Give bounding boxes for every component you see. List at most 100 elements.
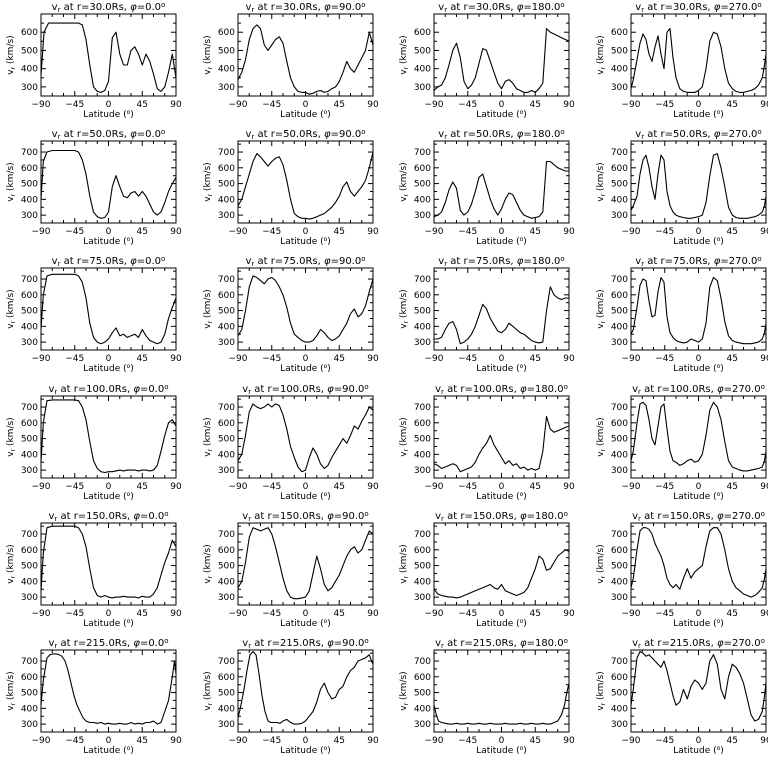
x-axis-label: Latitude (o) xyxy=(83,363,134,374)
subplot-title: vr at r=75.0Rs, φ=180.0o xyxy=(438,255,564,268)
x-tick-label: 45 xyxy=(530,354,541,364)
x-tick-label: 45 xyxy=(727,609,738,619)
x-tick-label: −90 xyxy=(622,354,641,364)
y-tick-label: 500 xyxy=(218,435,235,445)
plot-frame xyxy=(40,649,177,733)
x-tick-label: 0 xyxy=(303,482,309,492)
y-tick-label: 700 xyxy=(611,403,628,413)
y-axis-label: vr (km/s) xyxy=(6,289,17,328)
subplot-title: vr at r=30.0Rs, φ=90.0o xyxy=(245,1,365,14)
x-axis-label: Latitude (o) xyxy=(476,745,527,756)
x-axis-label: Latitude (o) xyxy=(280,236,331,247)
x-axis-label: Latitude (o) xyxy=(280,109,331,120)
y-tick-label: 300 xyxy=(611,211,628,221)
y-tick-label: 600 xyxy=(414,546,431,556)
y-tick-label: 600 xyxy=(218,673,235,683)
y-tick-label: 300 xyxy=(414,338,431,348)
y-tick-label: 600 xyxy=(414,419,431,429)
x-tick-label: −45 xyxy=(65,482,84,492)
subplot-title: vr at r=75.0Rs, φ=270.0o xyxy=(635,255,761,268)
y-tick-label: 300 xyxy=(218,211,235,221)
x-tick-label: −45 xyxy=(262,100,281,110)
y-tick-label: 500 xyxy=(611,46,628,56)
y-axis-label: vr (km/s) xyxy=(596,35,607,74)
subplot-r2-c0: vr at r=75.0Rs, φ=0.0o −90 −45 0 45 90 300 400 5… xyxy=(6,255,182,374)
y-tick-label: 300 xyxy=(21,720,38,730)
x-tick-label: 90 xyxy=(367,100,379,110)
y-tick-label: 400 xyxy=(611,577,628,587)
x-axis-label: Latitude (o) xyxy=(83,491,134,502)
y-tick-label: 300 xyxy=(218,593,235,603)
y-tick-label: 400 xyxy=(611,322,628,332)
y-tick-label: 700 xyxy=(611,148,628,158)
subplot-r3-c2: vr at r=100.0Rs, φ=180.0o −90 −45 0 45 90 300 4… xyxy=(399,383,575,502)
y-axis-label: vr (km/s) xyxy=(596,417,607,456)
y-tick-label: 500 xyxy=(218,562,235,572)
y-tick-label: 500 xyxy=(21,562,38,572)
x-tick-label: −45 xyxy=(262,354,281,364)
x-tick-label: 0 xyxy=(499,736,505,746)
y-tick-label: 400 xyxy=(414,704,431,714)
plot-frame xyxy=(237,649,374,733)
x-tick-label: 0 xyxy=(303,736,309,746)
subplot-r0-c0: vr at r=30.0Rs, φ=0.0o −90 −45 0 45 90 300 400 5… xyxy=(6,1,182,120)
x-tick-label: 0 xyxy=(499,482,505,492)
subplot-title: vr at r=100.0Rs, φ=270.0o xyxy=(632,383,765,396)
x-tick-label: −90 xyxy=(425,227,444,237)
subplot-title: vr at r=50.0Rs, φ=0.0o xyxy=(52,128,166,141)
y-tick-label: 600 xyxy=(414,28,431,38)
x-tick-label: 90 xyxy=(170,609,182,619)
y-tick-label: 300 xyxy=(611,466,628,476)
x-tick-label: 90 xyxy=(760,100,768,110)
x-tick-label: −90 xyxy=(32,227,51,237)
y-tick-label: 300 xyxy=(21,466,38,476)
x-axis-label: Latitude (o) xyxy=(673,618,724,629)
x-tick-label: −45 xyxy=(655,354,674,364)
y-axis-label: vr (km/s) xyxy=(203,35,214,74)
plot-frame xyxy=(433,13,570,97)
y-tick-label: 700 xyxy=(414,657,431,667)
x-axis-label: Latitude (o) xyxy=(476,109,527,120)
velocity-profile-line xyxy=(433,549,570,599)
x-axis-label: Latitude (o) xyxy=(280,363,331,374)
x-tick-label: 0 xyxy=(303,609,309,619)
velocity-profile-line xyxy=(40,525,177,599)
x-tick-label: −45 xyxy=(458,482,477,492)
plot-frame xyxy=(237,267,374,351)
velocity-profile-line xyxy=(40,273,177,345)
y-axis-label: vr (km/s) xyxy=(6,417,17,456)
subplot-r0-c3: vr at r=30.0Rs, φ=270.0o −90 −45 0 45 90 300 40… xyxy=(596,1,768,120)
x-tick-label: 90 xyxy=(563,736,575,746)
x-tick-label: 0 xyxy=(106,227,112,237)
x-tick-label: −45 xyxy=(458,354,477,364)
x-tick-label: −45 xyxy=(262,482,281,492)
subplot-title: vr at r=215.0Rs, φ=270.0o xyxy=(632,637,765,650)
velocity-profile-line xyxy=(237,24,374,95)
y-tick-label: 600 xyxy=(414,291,431,301)
y-axis-label: vr (km/s) xyxy=(399,544,410,583)
x-tick-label: −45 xyxy=(655,100,674,110)
x-tick-label: 90 xyxy=(563,100,575,110)
y-tick-label: 700 xyxy=(611,657,628,667)
y-tick-label: 500 xyxy=(611,562,628,572)
y-tick-label: 400 xyxy=(611,704,628,714)
x-tick-label: 45 xyxy=(727,354,738,364)
x-tick-label: 0 xyxy=(696,100,702,110)
x-tick-label: 90 xyxy=(170,736,182,746)
x-axis-label: Latitude (o) xyxy=(83,745,134,756)
y-tick-label: 500 xyxy=(218,689,235,699)
x-tick-label: −90 xyxy=(32,482,51,492)
plot-frame xyxy=(433,395,570,479)
x-tick-label: −90 xyxy=(32,100,51,110)
y-tick-label: 400 xyxy=(218,577,235,587)
y-tick-label: 300 xyxy=(21,83,38,93)
y-tick-label: 500 xyxy=(21,435,38,445)
subplot-r4-c3: vr at r=150.0Rs, φ=270.0o −90 −45 0 45 90 300 4… xyxy=(596,510,768,629)
x-tick-label: 0 xyxy=(696,609,702,619)
x-tick-label: −90 xyxy=(425,100,444,110)
x-tick-label: 90 xyxy=(563,609,575,619)
plot-frame xyxy=(433,267,570,351)
x-tick-label: 45 xyxy=(137,354,148,364)
y-axis-label: vr (km/s) xyxy=(399,671,410,710)
x-tick-label: 0 xyxy=(303,354,309,364)
